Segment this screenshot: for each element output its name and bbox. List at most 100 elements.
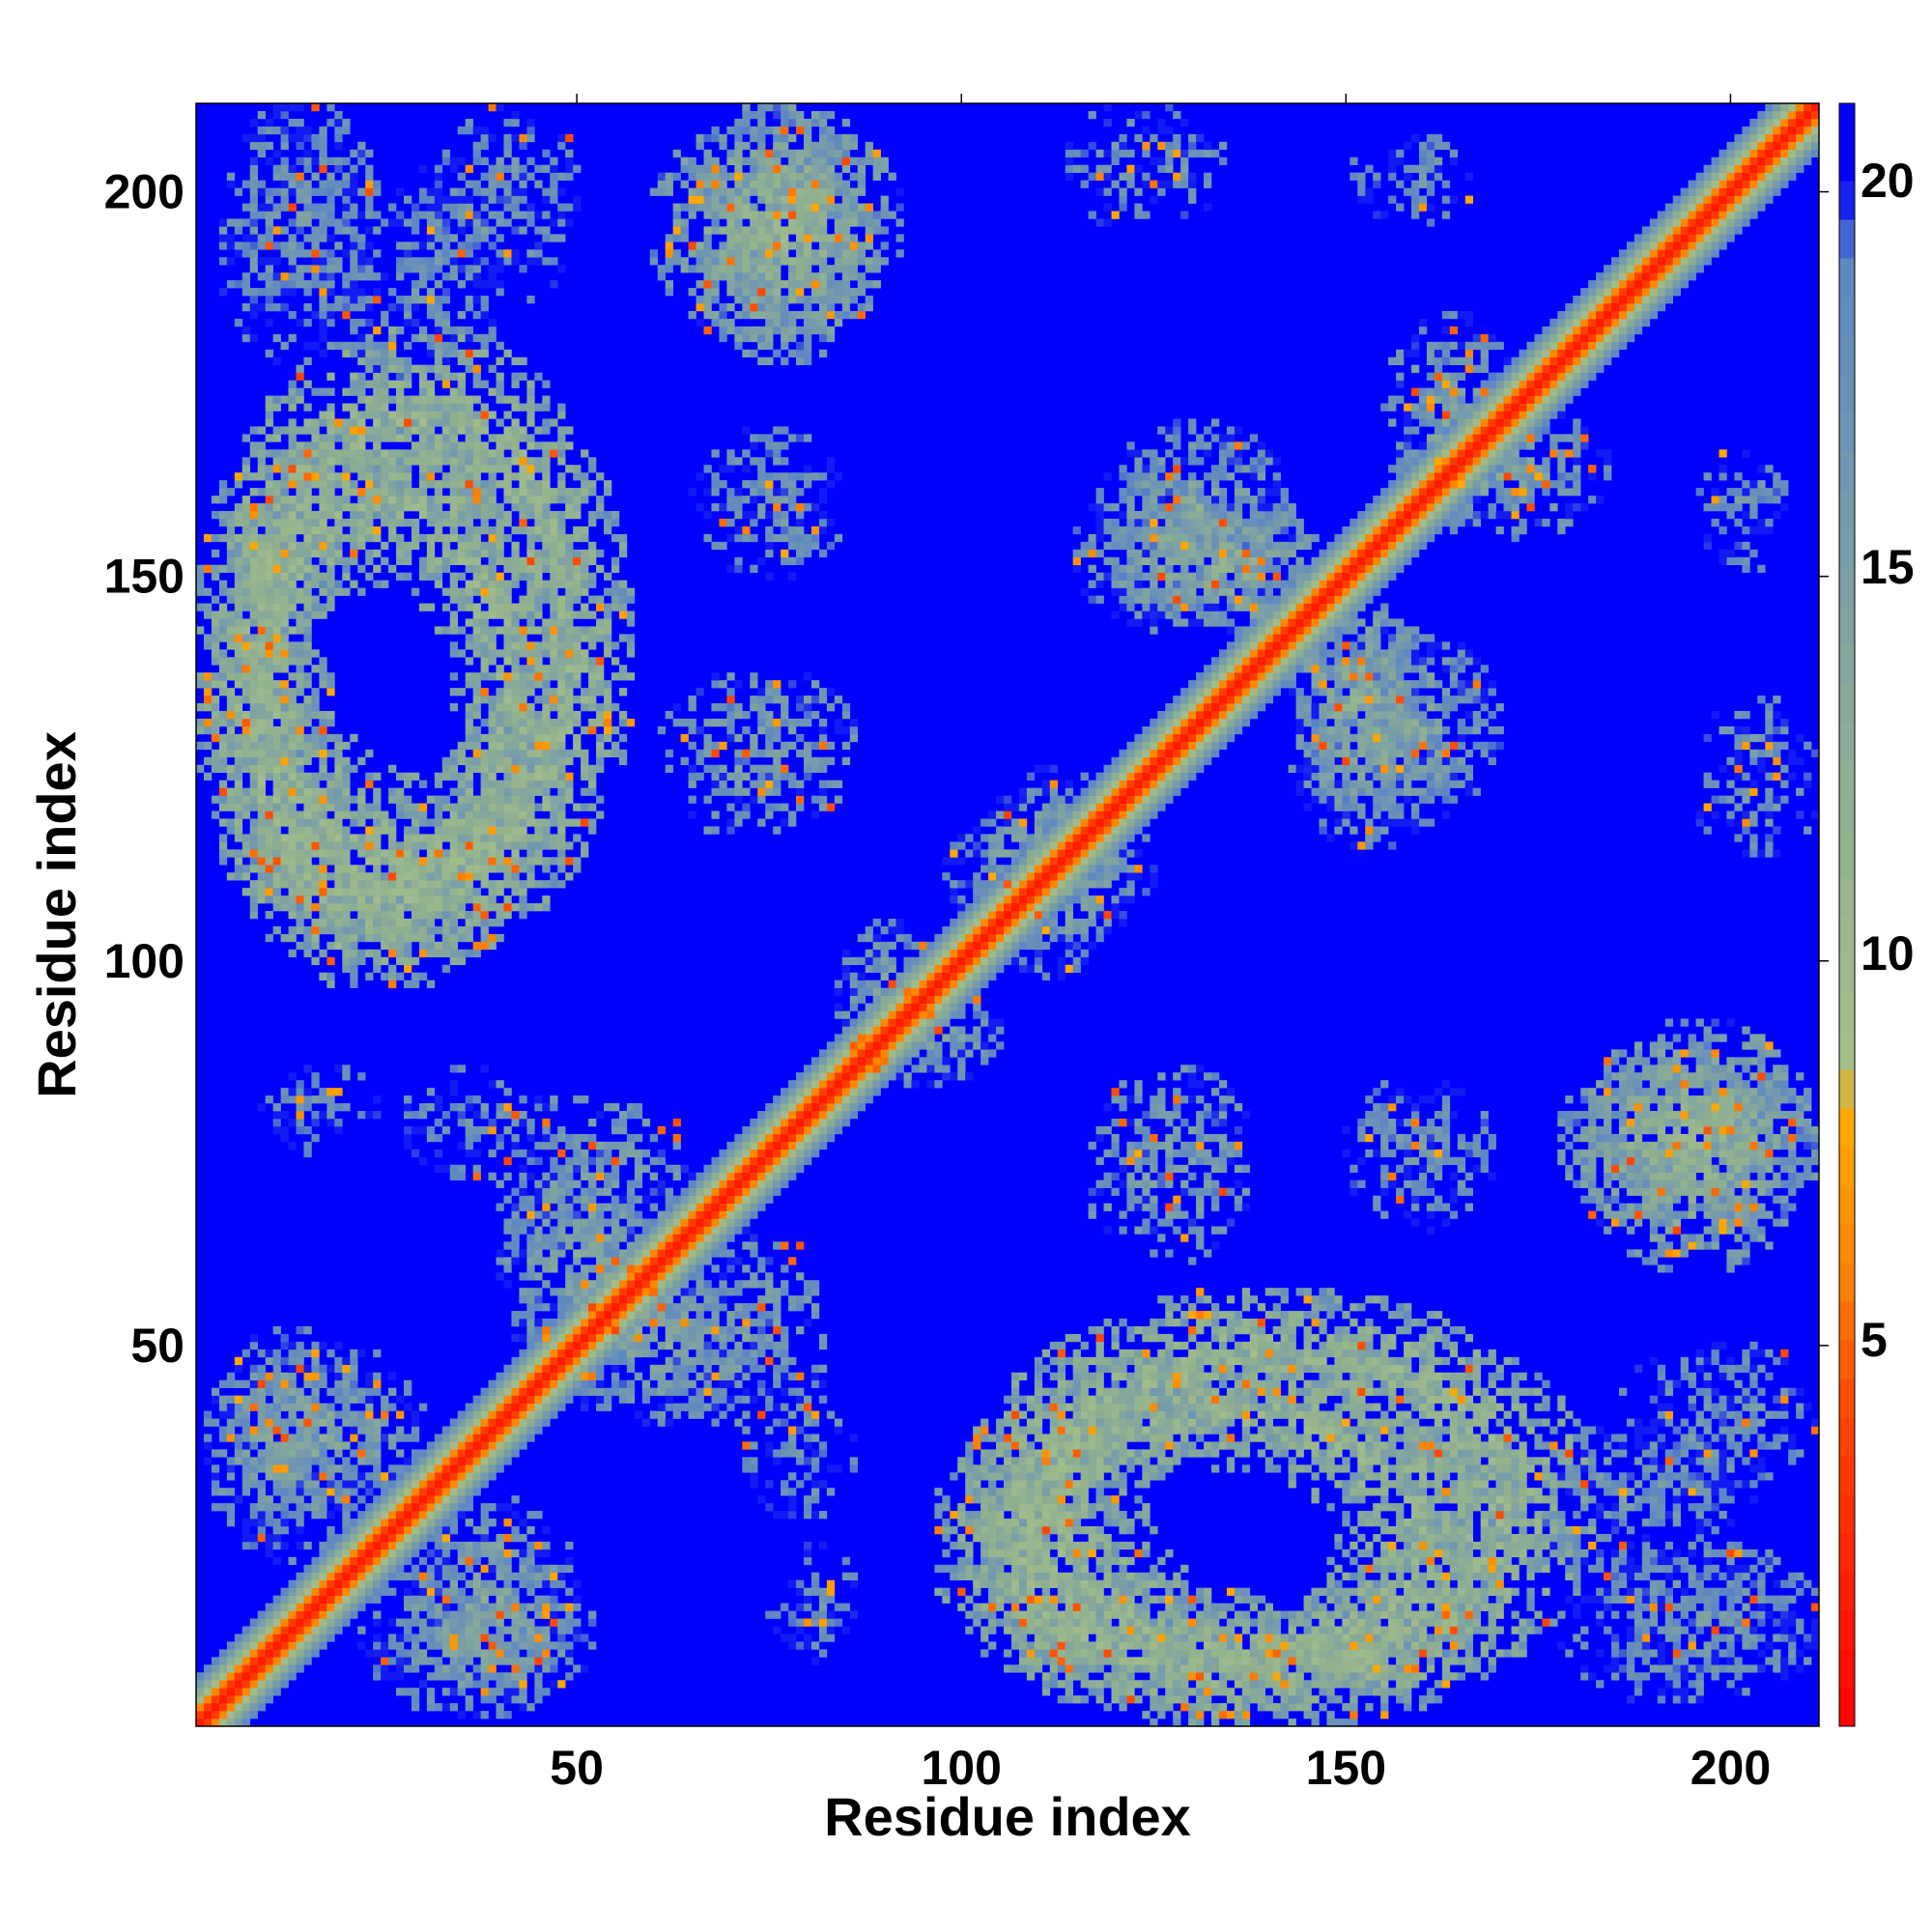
- heatmap-cell: [1580, 1449, 1589, 1458]
- heatmap-cell: [1472, 1379, 1481, 1388]
- heatmap-cell: [534, 1664, 543, 1673]
- heatmap-cell: [1757, 1418, 1766, 1427]
- heatmap-cell: [1126, 1464, 1135, 1473]
- heatmap-cell: [1503, 1356, 1512, 1366]
- heatmap-cell: [1472, 1572, 1481, 1581]
- heatmap-cell: [565, 1610, 574, 1619]
- heatmap-cell: [449, 1457, 459, 1465]
- heatmap-cell: [441, 1595, 451, 1604]
- heatmap-cell: [957, 1572, 966, 1581]
- heatmap-cell: [1303, 1610, 1312, 1619]
- heatmap-cell: [1342, 1426, 1350, 1435]
- heatmap-cell: [1634, 1688, 1643, 1696]
- heatmap-cell: [511, 1587, 520, 1596]
- heatmap-cell: [272, 1364, 281, 1374]
- heatmap-cell: [1034, 1418, 1043, 1427]
- heatmap-cell: [1765, 1564, 1774, 1574]
- heatmap-cell: [1672, 1579, 1681, 1588]
- heatmap-cell: [1780, 1395, 1789, 1404]
- heatmap-cell: [1649, 1664, 1659, 1673]
- heatmap-cell: [1449, 1626, 1459, 1634]
- heatmap-cell: [1641, 1533, 1651, 1543]
- heatmap-cell: [804, 1395, 812, 1404]
- heatmap-cell: [1057, 1488, 1066, 1496]
- heatmap-cell: [1303, 1434, 1312, 1442]
- heatmap-cell: [1264, 1695, 1273, 1704]
- heatmap-cell: [411, 1418, 420, 1427]
- heatmap-cell: [496, 1387, 504, 1396]
- heatmap-cell: [657, 1410, 666, 1419]
- heatmap-cell: [1464, 1403, 1473, 1411]
- heatmap-cell: [804, 1634, 812, 1642]
- heatmap-cell: [1441, 1511, 1451, 1520]
- heatmap-cell: [1072, 1480, 1081, 1489]
- heatmap-cell: [457, 1434, 466, 1442]
- heatmap-cell: [1111, 1372, 1120, 1380]
- heatmap-cell: [804, 1441, 812, 1450]
- heatmap-cell: [272, 1449, 281, 1458]
- heatmap-cell: [688, 1395, 696, 1404]
- heatmap-cell: [1426, 1395, 1435, 1404]
- heatmap-cell: [1404, 1379, 1412, 1388]
- heatmap-cell: [1441, 1441, 1451, 1450]
- heatmap-cell: [257, 1457, 266, 1465]
- heatmap-cell: [1095, 1441, 1104, 1450]
- heatmap-cell: [1503, 1387, 1512, 1396]
- heatmap-cell: [773, 1610, 781, 1619]
- heatmap-cell: [1380, 1349, 1389, 1358]
- heatmap-cell: [641, 1379, 651, 1388]
- heatmap-cell: [1004, 1525, 1012, 1535]
- heatmap-cell: [1342, 1457, 1350, 1465]
- heatmap-cell: [965, 1480, 974, 1489]
- heatmap-cell: [526, 1603, 535, 1611]
- heatmap-cell: [1264, 1418, 1273, 1427]
- heatmap-cell: [449, 1688, 459, 1696]
- heatmap-cell: [1411, 1519, 1420, 1527]
- heatmap-cell: [1649, 1418, 1659, 1427]
- heatmap-cell: [480, 1480, 489, 1489]
- heatmap-cell: [1641, 1618, 1651, 1627]
- heatmap-cell: [265, 1426, 273, 1435]
- heatmap-cell: [1542, 1418, 1550, 1427]
- heatmap-cell: [319, 1379, 327, 1388]
- heatmap-cell: [196, 1680, 205, 1689]
- heatmap-cell: [1342, 1480, 1350, 1489]
- heatmap-cell: [1280, 1688, 1289, 1696]
- heatmap-cell: [426, 1610, 436, 1619]
- heatmap-cell: [1350, 1495, 1358, 1504]
- heatmap-cell: [403, 1519, 412, 1527]
- heatmap-cell: [1249, 1664, 1259, 1673]
- heatmap-cell: [1326, 1418, 1335, 1427]
- heatmap-cell: [1065, 1503, 1073, 1512]
- heatmap-cell: [1049, 1472, 1059, 1481]
- heatmap-cell: [1365, 1564, 1374, 1574]
- heatmap-cell: [1326, 1426, 1335, 1435]
- heatmap-cell: [488, 1587, 497, 1596]
- heatmap-cell: [1441, 1672, 1451, 1681]
- heatmap-cell: [680, 1356, 689, 1366]
- heatmap-cell: [1688, 1434, 1696, 1442]
- heatmap-cell: [1441, 1626, 1451, 1634]
- heatmap-cell: [1150, 1387, 1158, 1396]
- heatmap-cell: [1088, 1418, 1096, 1427]
- heatmap-cell: [1426, 1387, 1435, 1396]
- heatmap-cell: [1388, 1372, 1397, 1380]
- heatmap-cell: [1288, 1719, 1296, 1727]
- heatmap-cell: [988, 1525, 997, 1535]
- heatmap-cell: [488, 1556, 497, 1566]
- heatmap-cell: [296, 1434, 304, 1442]
- heatmap-cell: [1388, 1649, 1397, 1658]
- heatmap-cell: [1350, 1556, 1358, 1566]
- heatmap-cell: [950, 1541, 958, 1550]
- heatmap-cell: [1026, 1626, 1036, 1634]
- heatmap-cell: [810, 1480, 820, 1489]
- heatmap-cell: [1488, 1610, 1496, 1619]
- heatmap-cell: [1326, 1349, 1335, 1358]
- heatmap-cell: [765, 1395, 774, 1404]
- heatmap-cell: [434, 1634, 443, 1642]
- heatmap-cell: [411, 1410, 420, 1419]
- heatmap-cell: [1411, 1672, 1420, 1681]
- heatmap-cell: [519, 1556, 527, 1566]
- heatmap-cell: [1088, 1541, 1096, 1550]
- heatmap-cell: [1080, 1595, 1089, 1604]
